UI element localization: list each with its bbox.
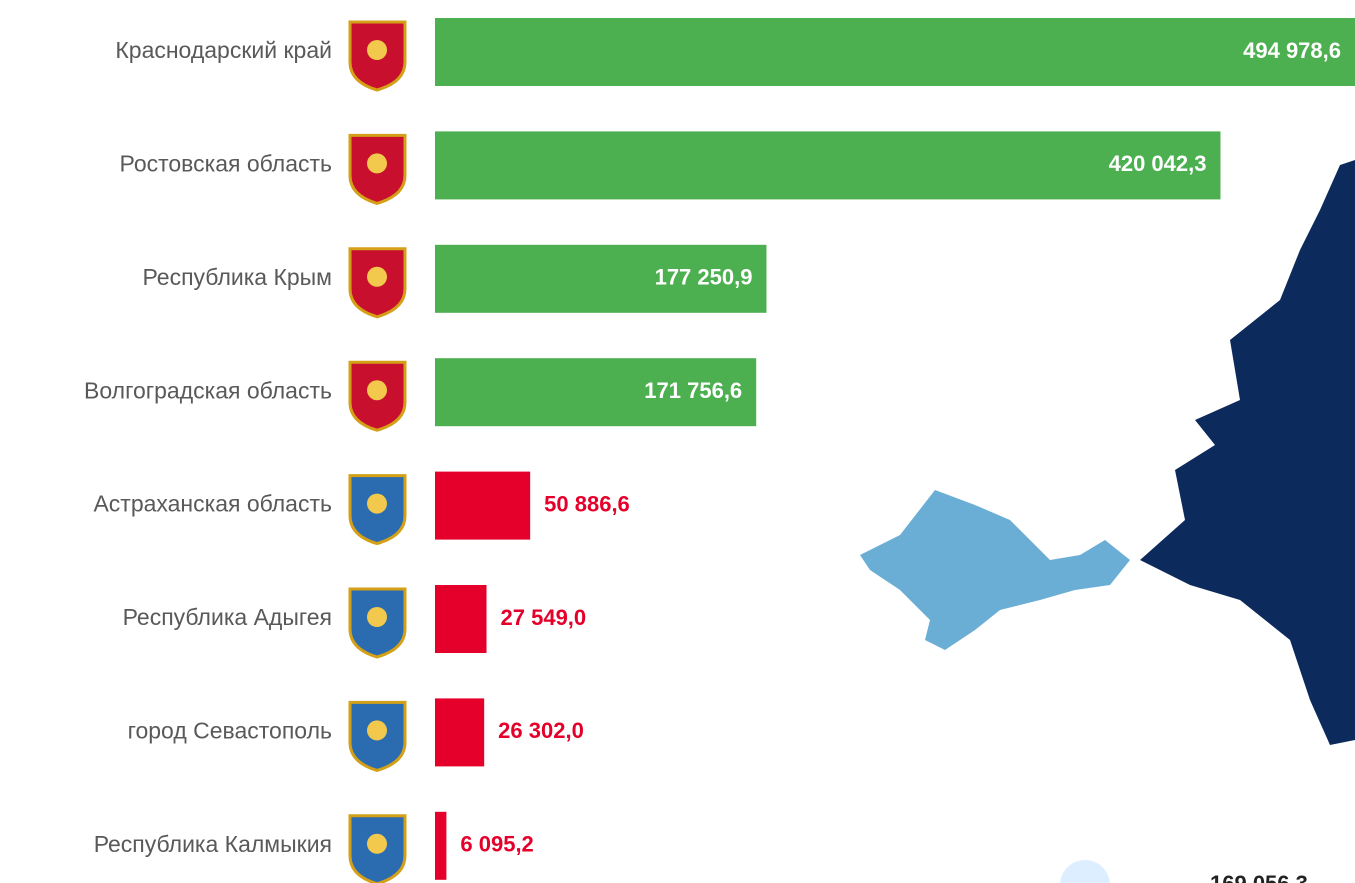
value-label: 27 549,0 [501, 605, 587, 630]
bar [435, 358, 757, 427]
emblem [348, 814, 407, 883]
value-label: 50 886,6 [544, 491, 630, 516]
value-label: 494 978,6 [1243, 38, 1341, 63]
emblem [348, 474, 407, 546]
emblem-detail [367, 720, 387, 741]
value-label: 6 095,2 [460, 832, 533, 857]
category-label: Республика Калмыкия [94, 831, 332, 857]
emblem-detail [367, 153, 387, 174]
bar [435, 244, 767, 313]
emblem [348, 247, 407, 319]
bar [435, 131, 1221, 200]
map-crimea [860, 490, 1130, 650]
value-label: 420 042,3 [1109, 151, 1207, 176]
emblem-detail [367, 40, 387, 60]
value-label: 177 250,9 [655, 265, 753, 290]
map-region [1140, 160, 1355, 745]
bar [435, 471, 531, 540]
bar [435, 811, 447, 880]
emblem-detail [367, 380, 387, 401]
category-label: Республика Адыгея [123, 604, 332, 630]
emblem [348, 587, 407, 659]
map-marker [1060, 860, 1110, 883]
category-label: Республика Крым [142, 264, 332, 290]
emblem [348, 360, 407, 432]
bar [435, 585, 487, 653]
value-label: 171 756,6 [644, 378, 742, 403]
category-label: Краснодарский край [115, 37, 332, 63]
category-label: Астраханская область [93, 491, 332, 517]
annotation: 169 056,3 [1210, 871, 1308, 883]
emblem [348, 20, 407, 92]
bar [435, 18, 1355, 86]
emblem-detail [367, 493, 387, 514]
category-label: город Севастополь [128, 717, 332, 743]
bar [435, 698, 485, 767]
emblem-detail [367, 266, 387, 287]
value-label: 26 302,0 [498, 718, 584, 743]
emblem [348, 700, 407, 772]
map [860, 160, 1355, 883]
category-label: Ростовская область [119, 150, 332, 176]
emblem-detail [367, 607, 387, 627]
emblem [348, 133, 407, 205]
category-label: Волгоградская область [84, 377, 332, 403]
emblem-detail [367, 833, 387, 854]
